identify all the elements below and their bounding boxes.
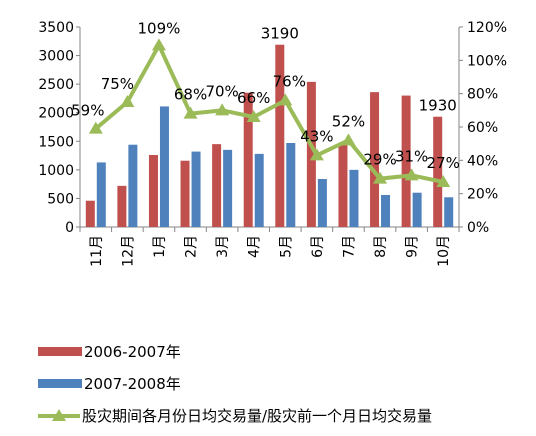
legend-swatch-2007-2008: [38, 379, 82, 388]
bar-2007-2008: [317, 179, 327, 227]
legend-label-ratio-line: 股灾期间各月份日均交易量/股灾前一个月日均交易量: [82, 407, 433, 425]
ratio-value-label: 76%: [273, 72, 306, 90]
ratio-marker: [278, 93, 293, 106]
y-right-tick-label: 20%: [467, 187, 498, 203]
legend-swatch-2006-2007: [38, 347, 82, 356]
x-tick-label: 8月: [373, 235, 389, 258]
y-left-tick-label: 2500: [38, 77, 74, 93]
legend-swatch-ratio-line: [38, 408, 80, 423]
x-tick-label: 6月: [310, 235, 326, 258]
y-left-tick-label: 1500: [38, 134, 74, 150]
ratio-line: [94, 43, 444, 184]
bar-2007-2008: [412, 192, 422, 227]
x-tick-label: 12月: [120, 235, 136, 267]
chart: 0 500 1000 1500 2000 2500 3000 3500 0% 20% 40% 60% 8…: [38, 19, 507, 267]
ratio-value-label: 52%: [332, 112, 365, 130]
x-tick-label: 10月: [436, 235, 452, 267]
y-right-tick-label: 40%: [467, 153, 498, 169]
bar-2007-2008: [128, 144, 138, 227]
ratio-marker: [404, 168, 419, 181]
bar-2007-2008: [286, 143, 296, 227]
ratio-marker: [341, 133, 356, 146]
bar-2006-2007: [338, 144, 348, 227]
bar-2007-2008: [159, 106, 169, 227]
x-tick-label: 11月: [89, 235, 105, 267]
ratio-value-label: 70%: [205, 82, 238, 100]
ratio-marker: [246, 110, 261, 122]
legend-label-2007-2008: 2007-2008年: [84, 375, 181, 393]
y-right-tick-label: 0%: [467, 220, 489, 236]
ratio-value-label: 59%: [71, 102, 104, 120]
legend-label-2006-2007: 2006-2007年: [84, 343, 181, 361]
ratio-value-label: 27%: [427, 154, 460, 172]
x-tick-label: 3月: [215, 235, 231, 258]
bar-2006-2007: [306, 81, 316, 227]
bar-2007-2008: [223, 149, 233, 227]
y-left-tick-label: 500: [47, 191, 74, 207]
bar-2007-2008: [381, 195, 391, 227]
ratio-value-label: 31%: [395, 147, 428, 165]
bar-2006-2007: [243, 92, 253, 227]
x-tick-label: 5月: [278, 235, 294, 258]
y-left-tick-label: 3000: [38, 49, 74, 65]
x-tick-label: 4月: [247, 235, 263, 258]
ratio-value-label: 109%: [138, 19, 181, 37]
bar-2007-2008: [349, 169, 359, 227]
bar-2006-2007: [117, 185, 127, 227]
legend-item-2006-2007: 2006-2007年: [38, 341, 181, 362]
bar-2007-2008: [254, 153, 264, 227]
ratio-value-label: 43%: [300, 127, 333, 145]
y-left-tick-label: 2000: [38, 106, 74, 122]
x-tick-label: 9月: [405, 235, 421, 258]
y-left-tick-label: 0: [65, 220, 74, 236]
ratio-marker: [120, 95, 135, 107]
ratio-marker: [215, 103, 230, 116]
ratio-value-label: 75%: [101, 75, 134, 93]
bar-2006-2007: [275, 44, 285, 227]
bar-2006-2007: [370, 92, 380, 228]
y-right-tick-label: 60%: [467, 120, 498, 136]
x-tick-label: 7月: [341, 235, 357, 258]
bar-2006-2007: [401, 95, 411, 227]
bar-2006-2007: [180, 160, 190, 227]
legend-item-2007-2008: 2007-2008年: [38, 373, 181, 394]
y-right-tick-label: 120%: [467, 20, 507, 36]
bar-2006-2007: [212, 144, 222, 227]
ratio-marker: [88, 121, 103, 134]
ratio-marker: [373, 171, 388, 184]
ratio-marker: [151, 38, 166, 51]
bar-2006-2007: [85, 200, 95, 227]
bar-value-label: 1930: [419, 97, 457, 115]
ratio-marker: [309, 148, 324, 161]
ratio-value-label: 66%: [237, 89, 270, 107]
ratio-marker: [183, 106, 198, 119]
y-left-tick-label: 3500: [38, 20, 74, 36]
bar-2007-2008: [444, 197, 454, 227]
bar-2007-2008: [191, 151, 201, 227]
bar-value-label: 3190: [261, 25, 299, 43]
ratio-marker: [436, 175, 451, 187]
x-tick-label: 2月: [184, 235, 200, 258]
y-right-tick-label: 80%: [467, 87, 498, 103]
y-right-tick-label: 100%: [467, 53, 507, 69]
x-tick-label: 1月: [152, 235, 168, 258]
bar-2007-2008: [96, 162, 106, 227]
ratio-value-label: 29%: [363, 151, 396, 169]
ratio-value-label: 68%: [174, 86, 207, 104]
bar-2006-2007: [433, 116, 443, 227]
y-left-tick-label: 1000: [38, 163, 74, 179]
legend-item-ratio-line: 股灾期间各月份日均交易量/股灾前一个月日均交易量: [38, 405, 432, 426]
bar-2006-2007: [148, 155, 158, 227]
